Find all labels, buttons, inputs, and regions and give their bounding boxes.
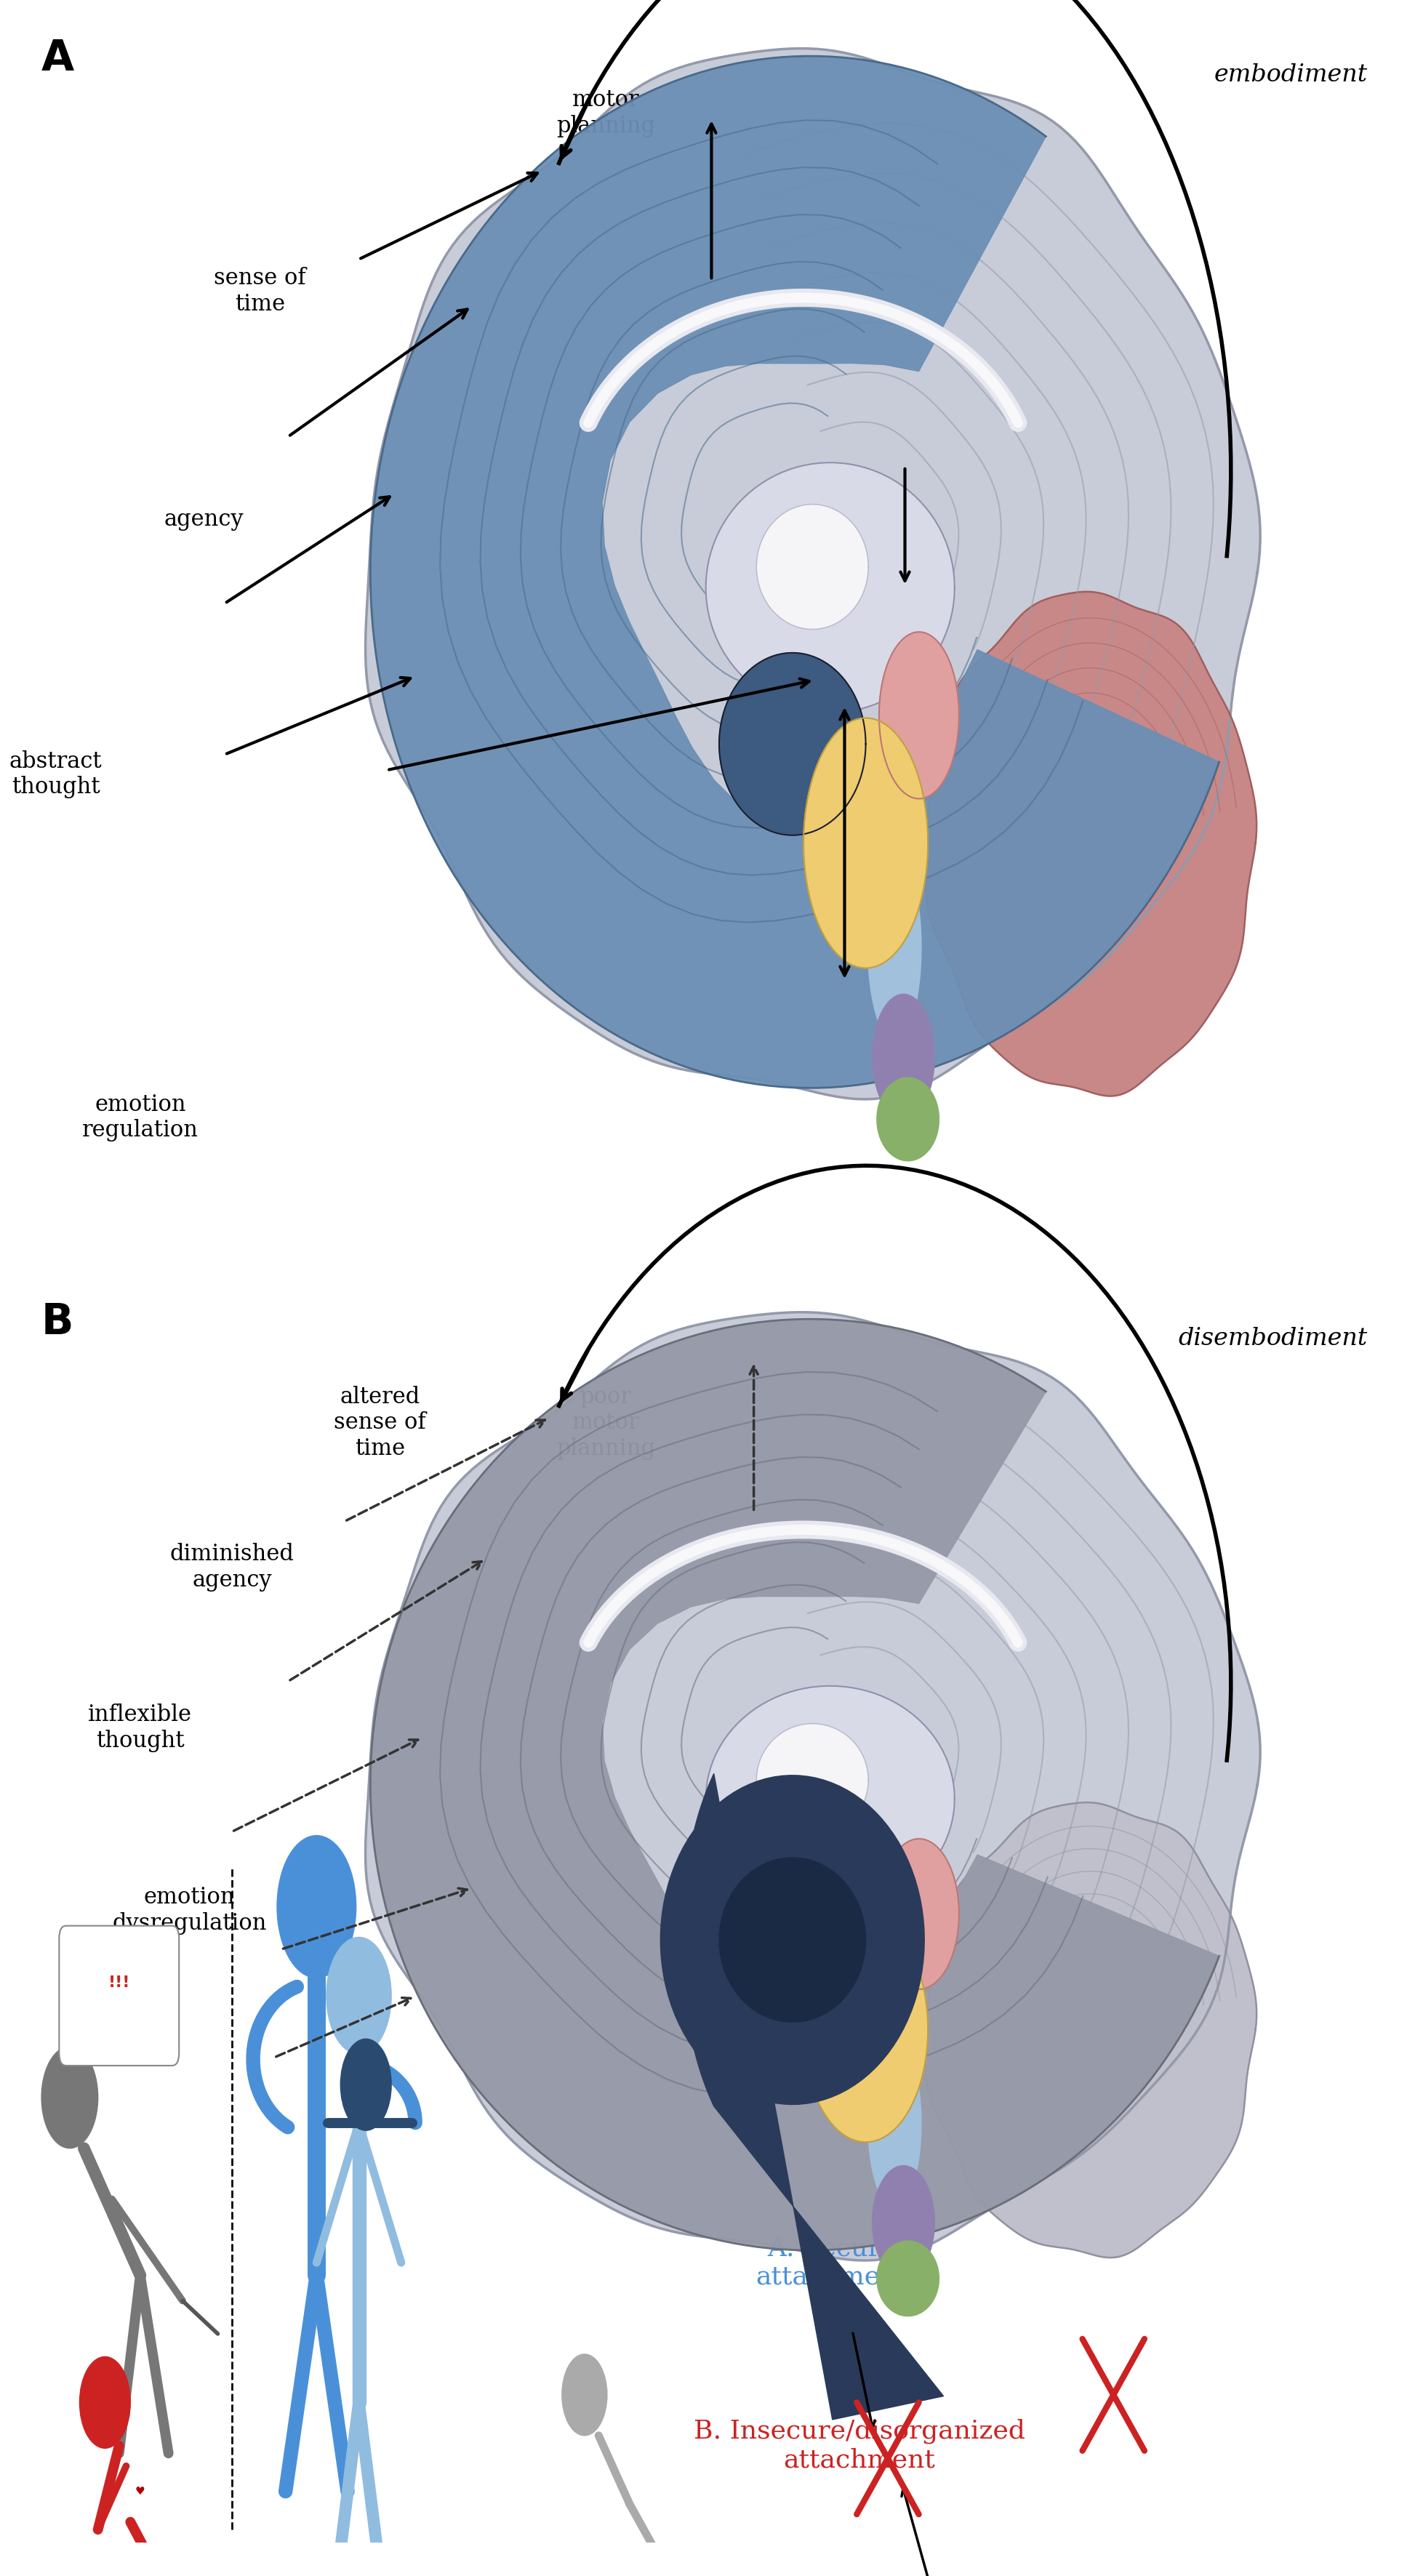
Polygon shape — [872, 2166, 933, 2280]
Polygon shape — [660, 1775, 924, 2105]
Polygon shape — [877, 1077, 939, 1162]
Polygon shape — [877, 2241, 939, 2316]
Text: abstract
thought: abstract thought — [9, 750, 102, 799]
Polygon shape — [878, 631, 959, 799]
Polygon shape — [872, 994, 933, 1118]
Circle shape — [562, 2354, 606, 2434]
Polygon shape — [719, 1857, 865, 2022]
Polygon shape — [370, 57, 1218, 1087]
Text: sense of
time: sense of time — [213, 268, 306, 314]
Polygon shape — [756, 505, 868, 629]
Circle shape — [277, 1837, 356, 1978]
Text: emotion
dysregulation: emotion dysregulation — [112, 1886, 266, 1935]
Text: !!!: !!! — [108, 1976, 129, 1991]
Text: inflexible
thought: inflexible thought — [88, 1703, 192, 1752]
Polygon shape — [366, 49, 1259, 1100]
Text: B. Insecure/disorganized
attachment: B. Insecure/disorganized attachment — [693, 2419, 1025, 2473]
Text: emotion
regulation: emotion regulation — [83, 1092, 198, 1141]
Circle shape — [41, 2045, 98, 2148]
Text: disembodiment: disembodiment — [1177, 1327, 1366, 1350]
Polygon shape — [682, 1775, 943, 2419]
Polygon shape — [925, 1803, 1257, 2257]
Polygon shape — [803, 1917, 928, 2143]
Text: embodiment: embodiment — [1214, 64, 1366, 88]
Text: diminished
agency: diminished agency — [169, 1543, 295, 1592]
Polygon shape — [370, 1319, 1218, 2251]
FancyBboxPatch shape — [60, 1927, 179, 2066]
Text: A: A — [41, 39, 74, 80]
Text: agency: agency — [164, 507, 243, 531]
Polygon shape — [719, 652, 865, 835]
Circle shape — [326, 1937, 391, 2053]
Polygon shape — [756, 1723, 868, 1837]
Polygon shape — [803, 719, 928, 969]
Polygon shape — [925, 592, 1257, 1097]
Text: A. Secure
attachment: A. Secure attachment — [756, 2236, 906, 2290]
Circle shape — [80, 2357, 131, 2447]
Polygon shape — [878, 1839, 959, 1989]
Polygon shape — [366, 1311, 1259, 2262]
Polygon shape — [719, 1857, 865, 2022]
Polygon shape — [706, 1685, 953, 1911]
Polygon shape — [706, 464, 953, 714]
Text: ♥: ♥ — [135, 2486, 145, 2496]
Text: B: B — [41, 1301, 74, 1342]
Polygon shape — [868, 853, 921, 1041]
Polygon shape — [868, 2038, 921, 2208]
Text: poor
motor
planning: poor motor planning — [556, 1386, 655, 1461]
Circle shape — [340, 2040, 391, 2130]
Text: altered
sense of
time: altered sense of time — [334, 1386, 425, 1461]
Text: motor
planning: motor planning — [556, 90, 655, 137]
